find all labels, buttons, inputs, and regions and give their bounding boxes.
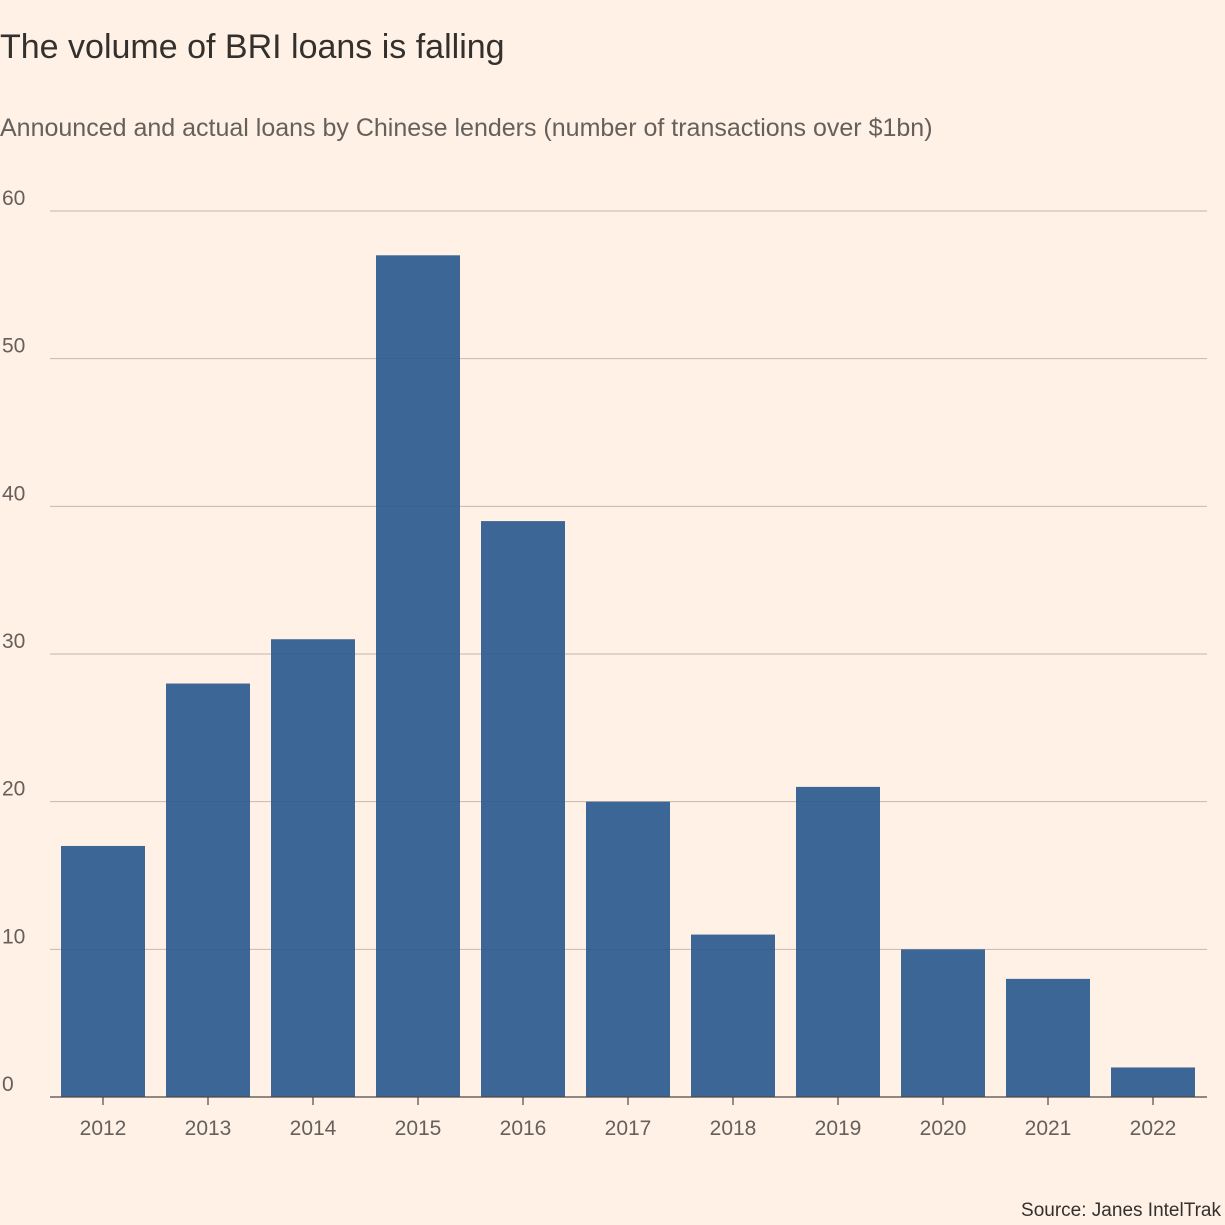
bar-2015 — [376, 255, 460, 1098]
x-tick-label-2013: 2013 — [185, 1117, 232, 1140]
bars — [61, 255, 1195, 1098]
y-tick-label-50: 50 — [2, 335, 25, 358]
bar-2021 — [1006, 978, 1090, 1097]
y-tick-label-40: 40 — [2, 482, 25, 505]
x-tick-label-2021: 2021 — [1025, 1117, 1072, 1140]
y-tick-label-20: 20 — [2, 778, 25, 801]
x-tick-label-2016: 2016 — [500, 1117, 547, 1140]
x-tick-label-2022: 2022 — [1130, 1117, 1177, 1140]
axes: 0 10 20 30 40 50 60 2012 2013 2014 2015 2016 2017 201… — [2, 187, 1207, 1140]
y-tick-label-60: 60 — [2, 187, 25, 210]
y-tick-label-10: 10 — [2, 925, 25, 948]
y-tick-label-30: 30 — [2, 630, 25, 653]
bar-2012 — [61, 845, 145, 1097]
x-tick-label-2020: 2020 — [920, 1117, 967, 1140]
bar-2022 — [1111, 1067, 1195, 1097]
bar-2019 — [796, 786, 880, 1097]
x-tick-label-2014: 2014 — [290, 1117, 337, 1140]
chart-subtitle: Announced and actual loans by Chinese le… — [0, 114, 933, 142]
x-tick-label-2015: 2015 — [395, 1117, 442, 1140]
bar-2016 — [481, 521, 565, 1097]
bar-2018 — [691, 934, 775, 1097]
source-note: Source: Janes IntelTrak — [1021, 1200, 1221, 1221]
chart-title: The volume of BRI loans is falling — [0, 28, 505, 66]
y-tick-label-0: 0 — [2, 1073, 14, 1096]
bar-2017 — [586, 801, 670, 1097]
x-tick-label-2019: 2019 — [815, 1117, 862, 1140]
x-tick-label-2012: 2012 — [80, 1117, 127, 1140]
bar-2020 — [901, 949, 985, 1097]
bar-2014 — [271, 639, 355, 1097]
x-tick-label-2018: 2018 — [710, 1117, 757, 1140]
bar-2013 — [166, 683, 250, 1097]
x-tick-label-2017: 2017 — [605, 1117, 652, 1140]
